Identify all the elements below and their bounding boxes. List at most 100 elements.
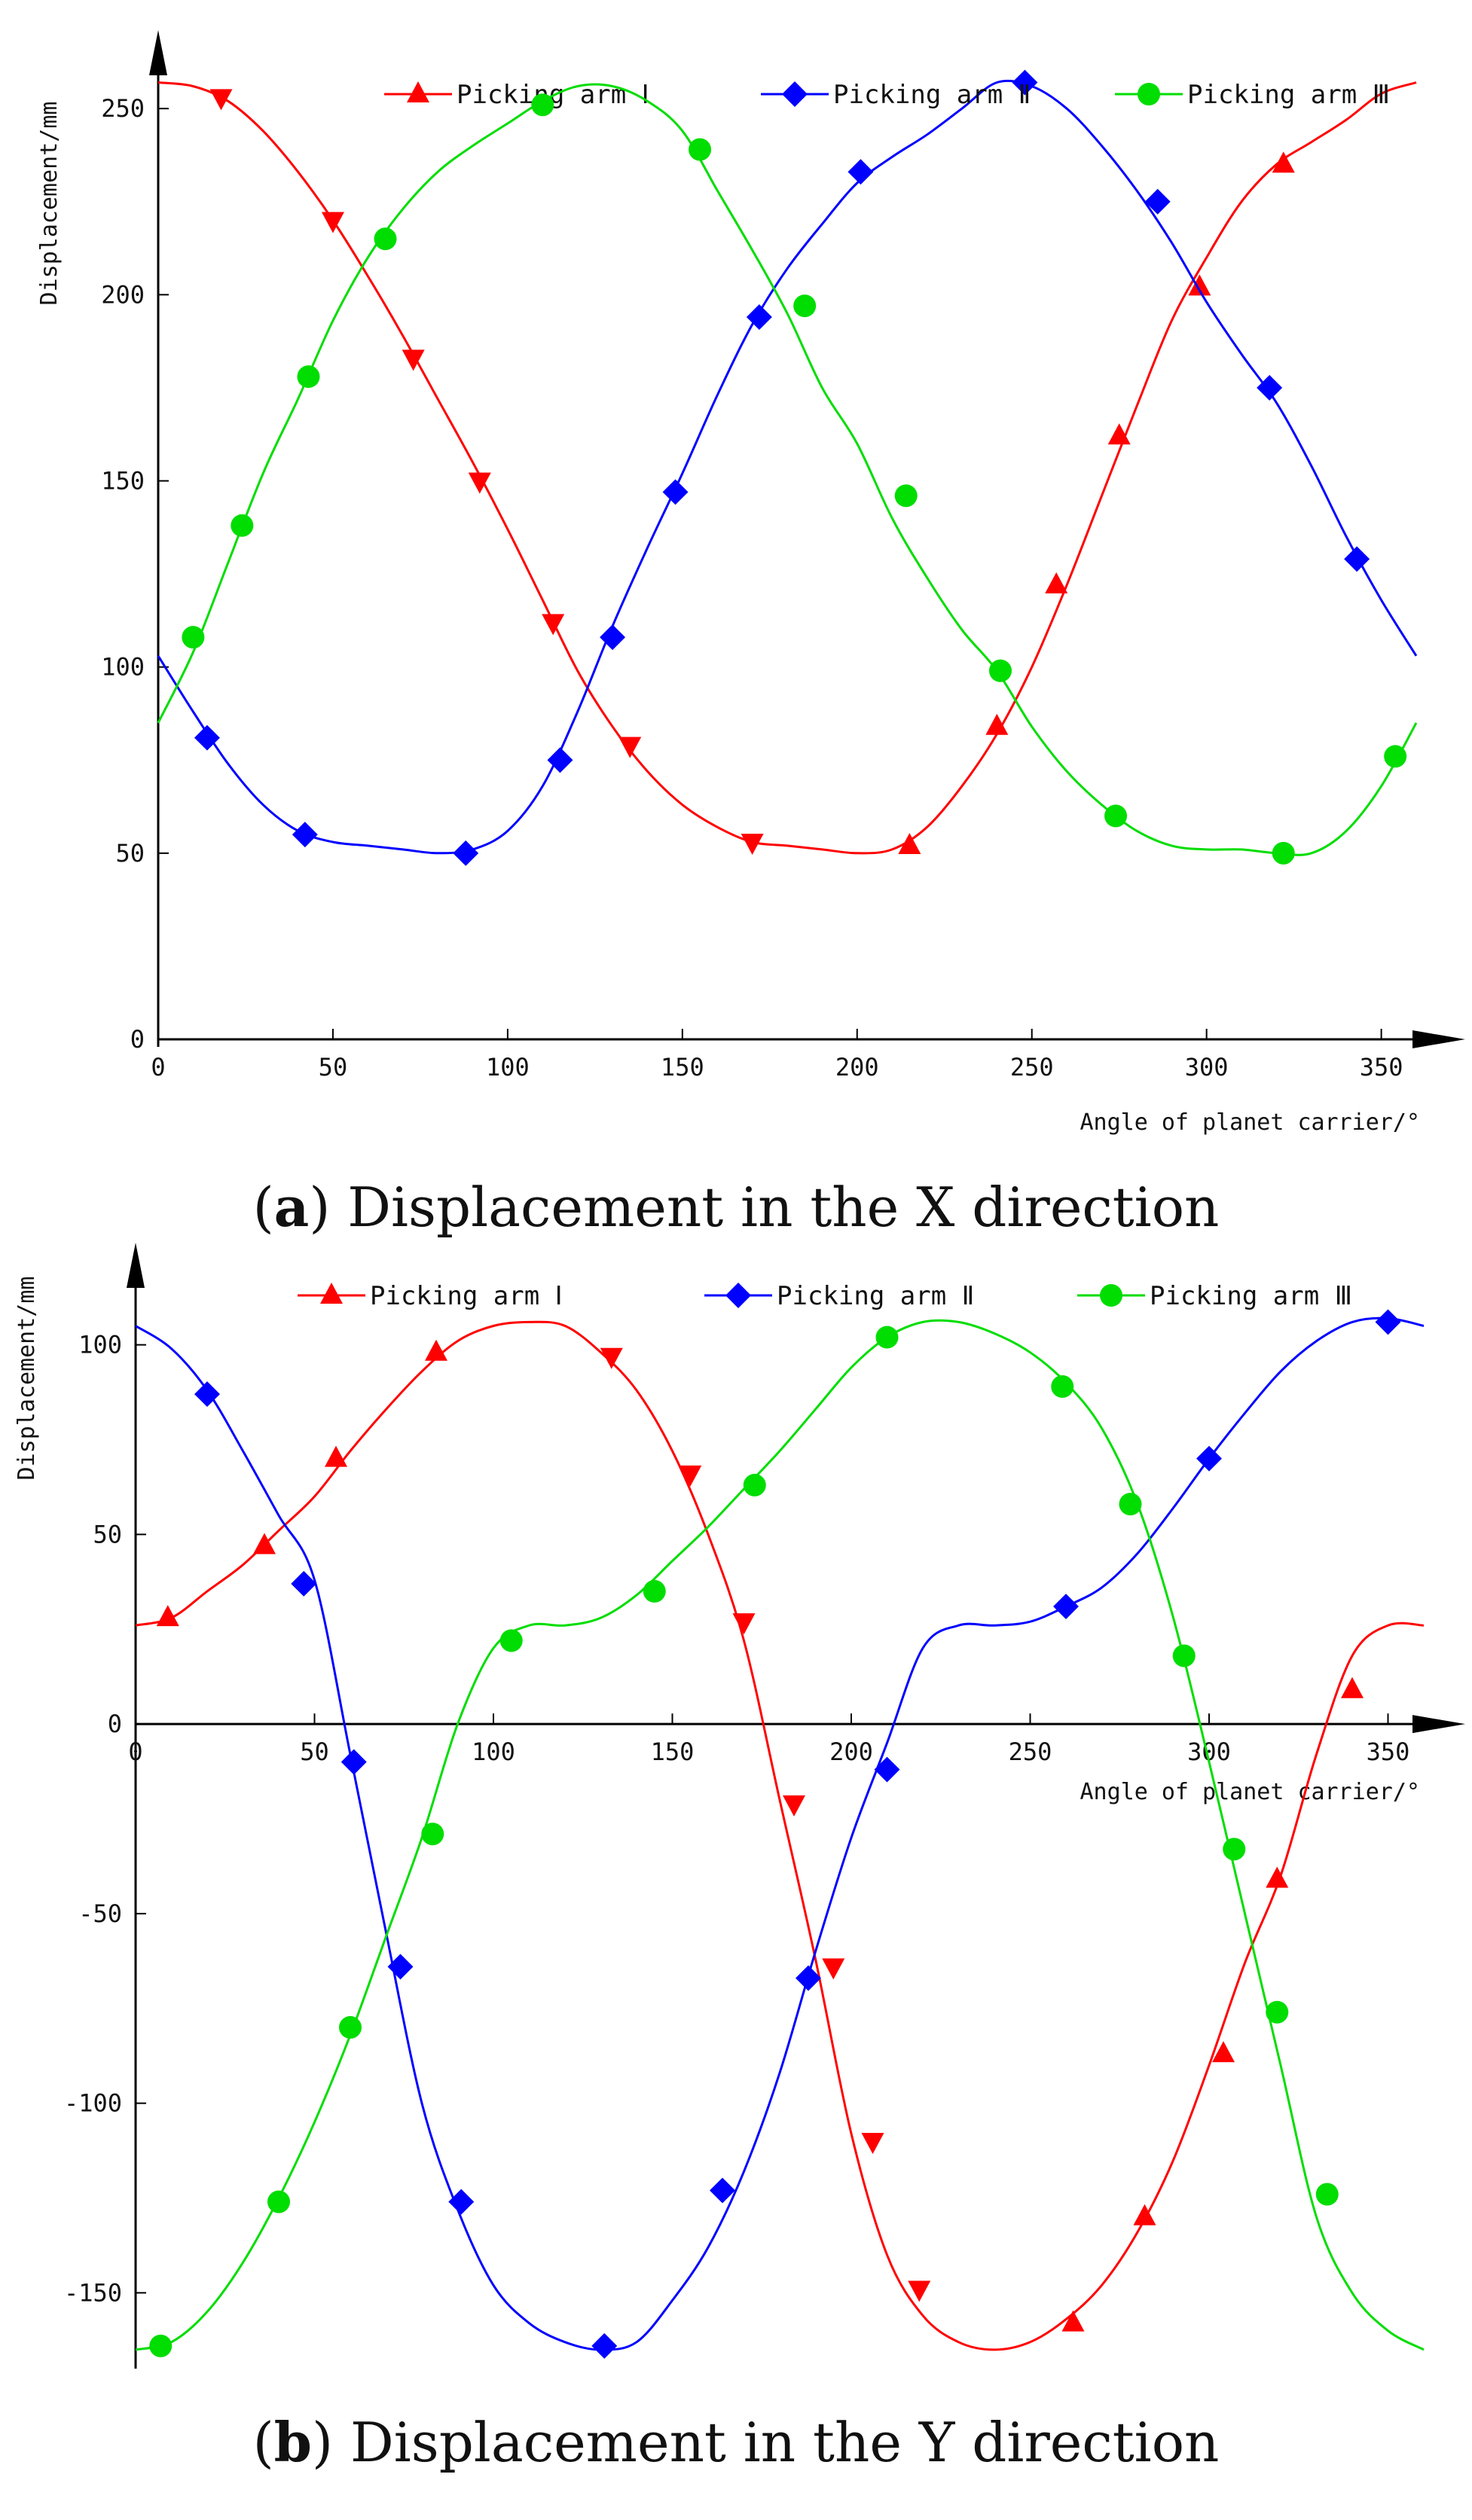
caption-b-text: Displacement in the Y direction: [350, 2411, 1220, 2474]
series-3: [135, 1319, 1425, 2357]
data-point: [1144, 188, 1171, 215]
data-point: [1133, 2204, 1156, 2226]
caption-a: (a) Displacement in the X direction: [252, 1175, 1220, 1239]
data-point: [591, 2332, 618, 2359]
x-tick-label: 250: [1009, 1737, 1052, 1766]
chart-a: 0 50 100 150 200 250 300 350 0 50 100 150 200 250 Angl…: [36, 30, 1465, 1136]
data-point: [1223, 1838, 1246, 1861]
data-point: [267, 2190, 290, 2213]
x-tick-label: 150: [661, 1053, 704, 1082]
y-tick-label: 0: [130, 1025, 145, 1054]
y-tick-label: -100: [64, 2089, 122, 2118]
data-point: [149, 2334, 173, 2357]
legend-label: Picking arm Ⅲ: [1187, 80, 1390, 110]
data-point: [231, 514, 254, 537]
data-point: [732, 1613, 756, 1635]
data-point: [908, 2281, 931, 2302]
series-2: [157, 69, 1418, 866]
data-point: [321, 212, 344, 233]
data-point: [156, 1605, 179, 1627]
data-point: [531, 93, 554, 117]
data-point: [600, 1347, 623, 1369]
data-point: [182, 626, 205, 649]
y-tick-label: -150: [64, 2278, 122, 2307]
data-point: [898, 832, 921, 854]
data-point: [1061, 2310, 1085, 2332]
x-tick-label: 350: [1367, 1737, 1410, 1766]
data-point: [542, 614, 565, 636]
y-axis-arrow: [127, 1243, 145, 1288]
x-tick-label: 200: [829, 1737, 873, 1766]
data-point: [679, 1465, 702, 1487]
data-point: [1051, 1375, 1074, 1399]
data-point: [875, 1326, 899, 1349]
data-point: [741, 834, 764, 855]
x-axis-arrow: [1412, 1715, 1465, 1734]
legend-marker: [320, 1283, 343, 1304]
x-tick-label: 200: [835, 1053, 879, 1082]
data-point: [822, 1958, 845, 1980]
data-point: [1188, 274, 1211, 296]
data-point: [1107, 423, 1131, 445]
data-point: [425, 1339, 447, 1361]
series-1: [135, 1320, 1425, 2351]
y-axis-arrow: [149, 30, 167, 75]
data-point: [209, 89, 233, 111]
legend-marker: [407, 81, 429, 102]
legend-label: Picking arm Ⅲ: [1150, 1281, 1352, 1311]
data-point: [402, 349, 425, 371]
data-point: [600, 624, 626, 651]
data-point: [643, 1579, 666, 1603]
data-point: [793, 294, 817, 318]
legend-marker: [782, 81, 808, 107]
data-point: [1053, 1594, 1079, 1620]
data-point: [861, 2132, 884, 2154]
x-axis-title: Angle of planet carrier/°: [1080, 1109, 1420, 1136]
x-tick-label: 300: [1185, 1053, 1229, 1082]
data-point: [194, 1381, 220, 1408]
data-point: [1384, 745, 1407, 768]
data-point: [499, 1629, 523, 1652]
y-tick-label: 150: [101, 466, 145, 495]
data-point: [453, 840, 479, 866]
data-point: [1266, 2000, 1289, 2024]
y-tick-label: 0: [108, 1710, 122, 1738]
x-tick-label: 0: [128, 1737, 142, 1766]
data-point: [325, 1445, 347, 1467]
data-point: [1045, 572, 1068, 593]
data-point: [341, 1749, 367, 1775]
data-point: [421, 1823, 444, 1846]
data-point: [292, 822, 318, 848]
data-point: [874, 1756, 900, 1783]
data-point: [796, 1965, 821, 1991]
x-tick-label: 0: [151, 1053, 165, 1082]
legend-label: Picking arm Ⅱ: [833, 80, 1031, 110]
x-tick-label: 350: [1360, 1053, 1403, 1082]
series-line: [135, 1320, 1425, 2351]
data-point: [194, 725, 220, 751]
data-point: [988, 659, 1012, 682]
data-point: [374, 227, 397, 251]
data-point: [468, 472, 491, 494]
data-point: [689, 138, 712, 161]
data-point: [1172, 1644, 1196, 1667]
legend-marker: [725, 1283, 751, 1308]
x-tick-label: 100: [486, 1053, 530, 1082]
y-tick-label: 100: [78, 1331, 122, 1359]
data-point: [847, 159, 874, 185]
data-point: [783, 1795, 805, 1817]
data-point: [547, 747, 573, 773]
series-line: [135, 1319, 1425, 2351]
x-axis-title: Angle of planet carrier/°: [1080, 1779, 1420, 1805]
legend-marker: [1100, 1284, 1122, 1307]
y-axis-title: Displacement/mm: [36, 102, 63, 306]
x-axis-arrow: [1412, 1030, 1465, 1048]
chart-b: 0 50 100 150 200 250 300 350-150-100-50050100An…: [14, 1243, 1465, 2369]
series-3: [157, 83, 1418, 865]
legend-marker: [1138, 83, 1160, 105]
data-point: [1344, 546, 1370, 572]
data-point: [297, 365, 320, 389]
series-line: [157, 81, 1417, 855]
y-tick-label: -50: [78, 1899, 122, 1928]
data-point: [985, 713, 1009, 735]
